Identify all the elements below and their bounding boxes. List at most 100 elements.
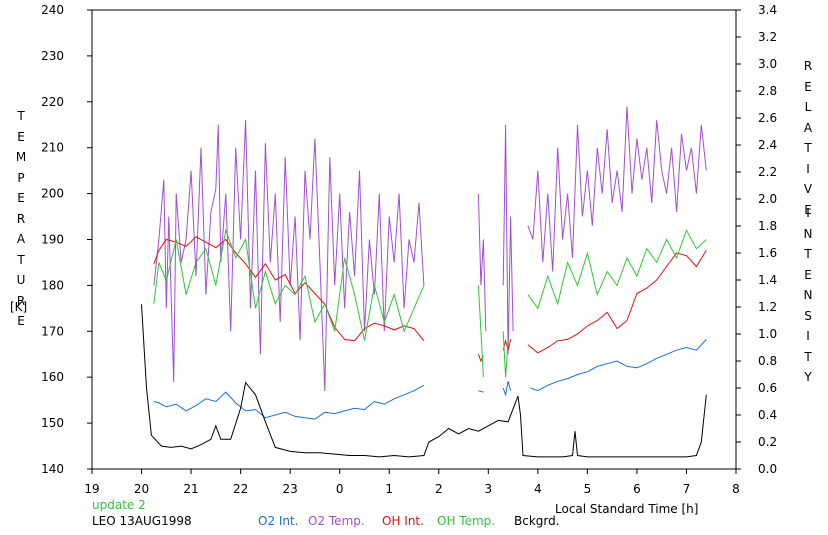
series-line-o2-int [153, 384, 425, 420]
legend-oh-temp: OH Temp. [437, 514, 496, 528]
left-tick-label: 150 [41, 416, 64, 430]
right-tick-label: 0.6 [758, 381, 777, 395]
axis-title-letter: Y [804, 370, 812, 384]
series-line-oh-temp [153, 228, 425, 341]
axis-title-letter: L [804, 100, 812, 114]
left-tick-label: 180 [41, 278, 64, 292]
station-date: LEO 13AUG1998 [92, 514, 192, 528]
axis-title-letter: T [804, 349, 812, 364]
x-tick-label: 4 [534, 482, 542, 496]
left-tick-label: 170 [41, 324, 64, 338]
left-tick-label: 190 [41, 233, 64, 247]
axis-title-letter: E [804, 267, 812, 282]
x-tick-label: 23 [283, 482, 298, 496]
axis-title-letter: T [804, 247, 812, 261]
right-tick-label: 2.2 [758, 165, 777, 179]
axis-title-letter: M [15, 150, 27, 164]
axis-title-letter: T [804, 141, 812, 155]
x-axis-title: Local Standard Time [h] [555, 502, 699, 516]
axis-title-letter: T [17, 109, 25, 123]
left-tick-label: 140 [41, 462, 64, 476]
right-tick-label: 0.8 [758, 354, 777, 368]
right-tick-label: 2.4 [758, 138, 777, 152]
right-tick-label: 0.4 [758, 408, 777, 422]
x-tick-label: 7 [683, 482, 691, 496]
x-tick-label: 20 [134, 482, 149, 496]
right-tick-label: 1.2 [758, 300, 777, 314]
x-tick-label: 21 [183, 482, 198, 496]
x-tick-label: 0 [336, 482, 344, 496]
left-tick-label: 200 [41, 187, 64, 201]
series-line-o2-int [478, 390, 484, 393]
right-tick-label: 2.6 [758, 111, 777, 125]
legend-oh-int: OH Int. [382, 514, 424, 528]
right-tick-label: 1.6 [758, 246, 777, 260]
legend-bckgrd: Bckgrd. [514, 514, 560, 528]
left-tick-label: 220 [41, 95, 64, 109]
axis-title-letter: R [803, 59, 813, 73]
x-axis: 19 20 21 22 23 0 1 2 3 4 5 6 7 8 [84, 469, 740, 496]
axis-title-letter: A [803, 120, 813, 135]
right-tick-label: 1.4 [758, 273, 777, 287]
axis-title-letter: I [806, 161, 810, 176]
right-tick-label: 2.8 [758, 84, 777, 98]
left-tick-label: 160 [41, 370, 64, 384]
x-tick-label: 8 [732, 482, 740, 496]
axis-title-letter: P [17, 170, 25, 185]
series-line-bckgrd [141, 304, 707, 458]
axis-title-letter: E [17, 129, 25, 144]
axis-title-letter: A [16, 232, 26, 246]
axis-title-letter: I [806, 329, 810, 343]
series-line-o2-temp [527, 106, 707, 272]
series-line-o2-temp [477, 193, 487, 332]
axis-title-letter: R [16, 211, 26, 226]
axis-title-letter: N [803, 288, 813, 302]
series-line-o2-int [502, 381, 512, 397]
right-tick-label: 0.2 [758, 435, 777, 449]
axis-title-letter: E [17, 191, 25, 205]
axis-title-letter: N [803, 226, 813, 241]
axis-title-letter: V [803, 182, 813, 196]
series-line-oh-temp [527, 229, 707, 310]
series-line-oh-temp [502, 331, 509, 378]
series-line-oh-temp [477, 285, 484, 378]
axis-title-letter: I [806, 206, 810, 220]
right-tick-label: 0.0 [758, 462, 777, 476]
left-axis-unit: [K] [10, 300, 28, 314]
axis-title-letter: U [16, 273, 26, 287]
axis-title-letter: E [804, 202, 812, 217]
right-tick-label: 3.2 [758, 30, 777, 44]
right-tick-label: 2.0 [758, 192, 777, 206]
left-tick-label: 210 [41, 141, 64, 155]
axis-title-letter: R [16, 293, 26, 308]
legend-o2-int: O2 Int. [258, 514, 299, 528]
legend-o2-temp: O2 Temp. [308, 514, 365, 528]
series-line-o2-int [530, 339, 707, 392]
right-tick-label: 3.4 [758, 3, 777, 17]
series-line-oh-int [153, 236, 425, 342]
x-tick-label: 2 [435, 482, 443, 496]
left-axis: 140 150 160 170 180 190 200 210 220 230 240 [41, 3, 92, 476]
series-line-oh-int [527, 250, 707, 354]
left-tick-label: 230 [41, 49, 64, 63]
left-tick-label: 240 [41, 3, 64, 17]
axis-title-letter: S [804, 308, 812, 323]
x-tick-label: 1 [385, 482, 393, 496]
axis-title-letter: T [17, 252, 25, 267]
x-tick-label: 22 [233, 482, 248, 496]
plot-frame [91, 9, 737, 470]
series-line-o2-temp [153, 120, 425, 392]
x-tick-label: 3 [484, 482, 492, 496]
x-tick-label: 5 [584, 482, 592, 496]
series-line-o2-temp [502, 124, 514, 355]
right-tick-label: 1.8 [758, 219, 777, 233]
update-note: update 2 [92, 498, 146, 512]
right-axis: 0.0 0.2 0.4 0.6 0.8 1.0 1.2 1.4 1.6 1.8 2.0 2.2 2.4 2… [736, 3, 777, 476]
right-tick-label: 1.0 [758, 327, 777, 341]
axis-title-letter: E [17, 314, 25, 328]
series-layer [141, 106, 707, 458]
